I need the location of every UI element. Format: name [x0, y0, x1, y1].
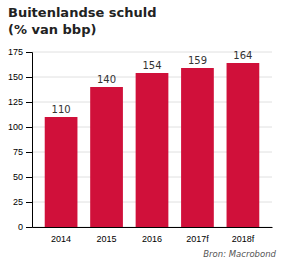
data-label: 164 [233, 50, 252, 61]
bars [45, 63, 260, 227]
y-axis: 0 25 50 75 100 125 150 175 [8, 47, 33, 232]
x-tick: 2016 [142, 234, 162, 244]
x-tick-label: 2014 [51, 234, 71, 244]
x-tick-label: 2017f [186, 234, 209, 244]
y-tick: 75 [13, 147, 32, 157]
chart: Buitenlandse schuld(% van bbp)1101401541… [0, 0, 282, 261]
x-axis-line [33, 227, 273, 228]
y-tick-label: 175 [8, 47, 23, 57]
data-label: 110 [52, 104, 71, 115]
x-tick-label: 2016 [142, 234, 162, 244]
bar [136, 73, 169, 227]
y-tick-mark [26, 52, 32, 53]
y-tick: 100 [8, 122, 32, 132]
data-labels: 110 140 154 159 164 [52, 50, 253, 115]
x-tick: 2018f [232, 234, 255, 244]
y-tick-mark [26, 227, 32, 228]
grid [32, 52, 272, 227]
subtitle: (% van bbp) [8, 22, 96, 37]
y-axis-line [26, 53, 33, 228]
y-tick-label: 150 [8, 72, 23, 82]
y-tick: 175 [8, 47, 32, 57]
data-label: 159 [188, 55, 207, 66]
y-tick-mark [26, 177, 32, 178]
y-tick-mark [26, 102, 32, 103]
x-tick: 2017f [186, 234, 209, 244]
y-tick-label: 0 [18, 222, 23, 232]
title: Buitenlandse schuld [8, 5, 157, 20]
annotation: Bron: Macrobond [203, 249, 276, 259]
y-tick: 0 [18, 222, 32, 232]
y-tick-label: 100 [8, 122, 23, 132]
y-tick-mark [26, 127, 32, 128]
x-tick-label: 2015 [97, 234, 117, 244]
bar [90, 87, 123, 227]
y-tick: 25 [13, 197, 32, 207]
x-axis: 2014 2015 2016 2017f 2018f [33, 228, 273, 245]
y-tick-label: 50 [13, 172, 23, 182]
y-tick-label: 75 [13, 147, 23, 157]
y-tick: 50 [13, 172, 32, 182]
data-label: 140 [97, 74, 116, 85]
bar [227, 63, 260, 227]
bar [181, 68, 214, 227]
y-tick-mark [26, 152, 32, 153]
y-tick-label: 25 [13, 197, 23, 207]
y-tick: 125 [8, 97, 32, 107]
y-tick-label: 125 [8, 97, 23, 107]
y-tick-mark [26, 77, 32, 78]
bar [45, 117, 78, 227]
x-tick: 2015 [97, 234, 117, 244]
y-tick-mark [26, 202, 32, 203]
x-tick: 2014 [51, 234, 71, 244]
data-label: 154 [142, 60, 161, 71]
x-tick-label: 2018f [232, 234, 255, 244]
annotations: Bron: Macrobond [203, 249, 276, 259]
y-tick: 150 [8, 72, 32, 82]
